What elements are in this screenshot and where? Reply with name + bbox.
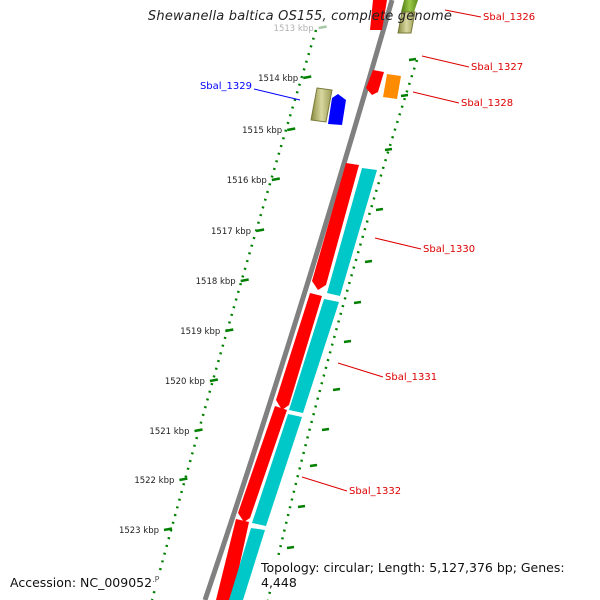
tick-label: 1522 kbp	[134, 476, 174, 486]
gene-feature-cyan-3	[252, 414, 302, 526]
tick-label: 1519 kbp	[180, 327, 220, 337]
gene-label: Sbal_1330	[423, 244, 475, 255]
gene-feature-cyan-1	[327, 168, 377, 296]
gene-feature-top	[370, 0, 387, 30]
gene-feature-sbal-1330	[312, 163, 359, 290]
tick-1520: 1520 kbp	[165, 377, 219, 387]
tick-label: 1521 kbp	[149, 427, 189, 437]
gene-feature-sbal-1328	[383, 74, 401, 99]
tick-1516: 1516 kbp	[227, 176, 281, 186]
tick-1521: 1521 kbp	[149, 427, 203, 437]
gc-skew-ring-inner	[150, 29, 318, 600]
accession-text: Accession: NC_009052.P	[8, 574, 162, 590]
gc-skew-ring-outer	[266, 59, 419, 600]
accession-cut: .P	[152, 574, 160, 584]
tick-label: 1518 kbp	[196, 277, 236, 287]
tick-1513: 1513 kbp	[274, 24, 327, 34]
gene-feature-top-green	[401, 0, 418, 12]
gene-label: Sbal_1326	[483, 12, 535, 23]
tick-1519: 1519 kbp	[180, 327, 234, 337]
gene-feature-next	[216, 519, 249, 600]
gene-feature-olive-top	[397, 11, 416, 34]
tick-1515: 1515 kbp	[242, 126, 296, 136]
gene-label-group: Sbal_1329	[200, 81, 301, 101]
gene-label: Sbal_1332	[349, 486, 401, 497]
gene-label: Sbal_1328	[461, 98, 513, 109]
tick-1523: 1523 kbp	[119, 526, 173, 536]
gene-feature-sbal-1329	[328, 94, 346, 125]
tick-1518: 1518 kbp	[196, 277, 249, 287]
gene-feature-sbal-1331	[276, 293, 322, 410]
gene-feature-sbal-1332	[238, 406, 287, 522]
tick-1517: 1517 kbp	[211, 227, 265, 237]
gene-label: Sbal_1331	[385, 372, 437, 383]
gene-features	[216, 0, 418, 600]
tick-label: 1517 kbp	[211, 227, 251, 237]
gene-feature-cyan-4	[229, 528, 265, 600]
gene-feature-sbal-1327	[366, 70, 384, 95]
tick-label: 1520 kbp	[165, 377, 205, 387]
topology-text: Topology: circular; Length: 5,127,376 bp…	[259, 560, 600, 590]
tick-label: 1513 kbp	[274, 24, 314, 34]
gene-label: Sbal_1329	[200, 81, 252, 92]
gene-label: Sbal_1327	[471, 62, 523, 73]
gene-label-group: Sbal_1327	[421, 55, 523, 73]
tick-label: 1523 kbp	[119, 526, 159, 536]
gene-feature-cyan-2	[289, 299, 339, 413]
gene-label-group: Sbal_1331	[337, 362, 437, 383]
tick-label: 1514 kbp	[258, 74, 298, 84]
tick-label: 1516 kbp	[227, 176, 267, 186]
gene-label-group: Sbal_1328	[412, 91, 513, 109]
accession-value: Accession: NC_009052	[10, 575, 153, 590]
coordinate-ticks: 1513 kbp 1514 kbp 1515 kbp 1516 kbp 1517 kbp…	[119, 24, 417, 550]
tick-label: 1515 kbp	[242, 126, 282, 136]
gene-feature-olive-mid	[310, 87, 333, 123]
genome-backbone	[202, 0, 395, 600]
gene-label-group: Sbal_1330	[374, 237, 475, 255]
tick-1522: 1522 kbp	[134, 476, 188, 486]
gene-labels: Sbal_1326 Sbal_1327 Sbal_1328 Sbal_1329 Sbal…	[200, 9, 535, 497]
tick-1514: 1514 kbp	[258, 74, 312, 84]
gene-label-group: Sbal_1332	[301, 476, 401, 497]
gene-label-group: Sbal_1326	[444, 9, 535, 23]
genome-title: Shewanella baltica OS155, complete genom…	[147, 9, 453, 24]
